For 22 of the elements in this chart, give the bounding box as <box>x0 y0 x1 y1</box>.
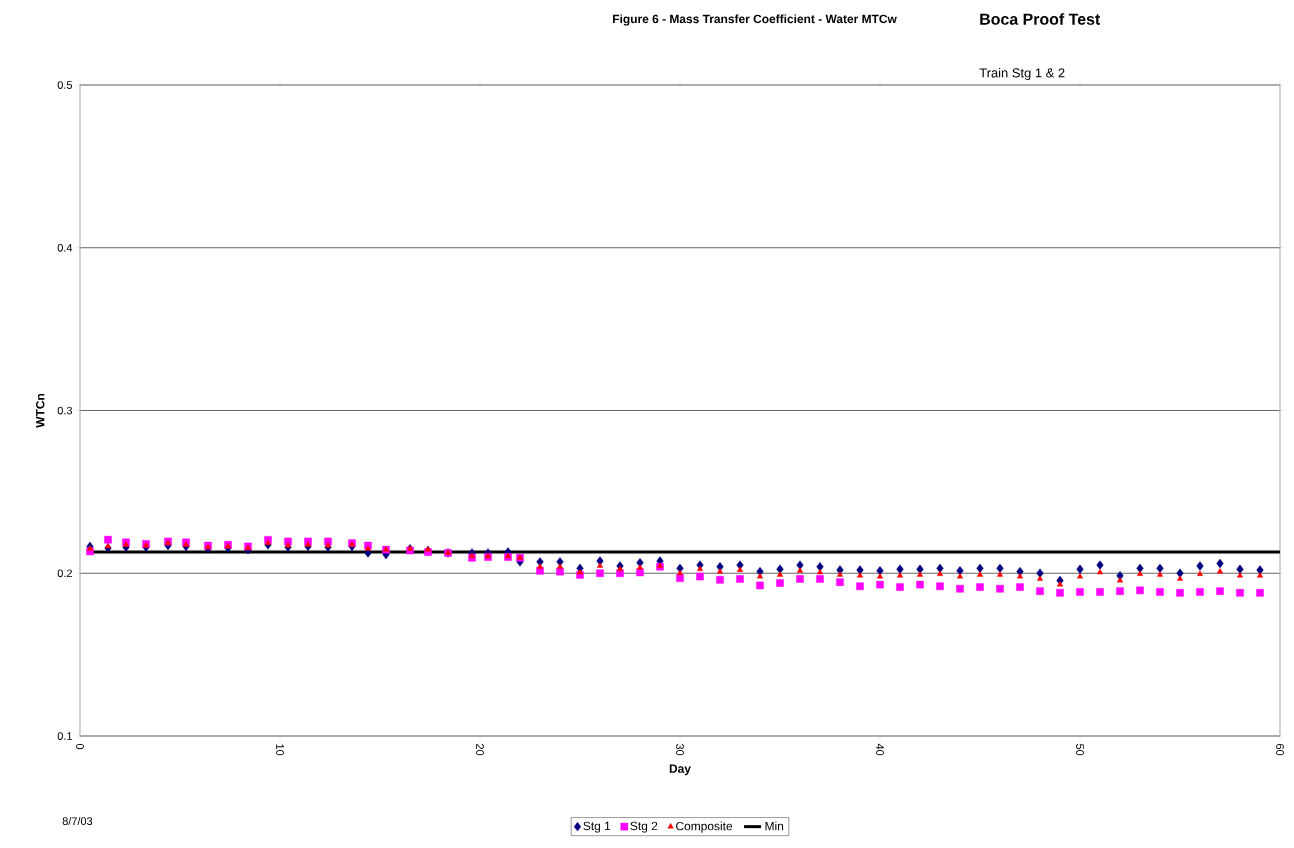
y-tick-label: 0.3 <box>57 406 73 415</box>
x-tick-label: 40 <box>876 743 884 756</box>
legend-label: Composite <box>676 821 733 833</box>
chart-title: Figure 6 - Mass Transfer Coefficient - Water MTCw <box>613 14 897 26</box>
legend-label: Stg 2 <box>630 821 658 833</box>
legend-label: Min <box>765 821 784 831</box>
text: Train Stg 1 & 2 <box>979 67 1065 81</box>
legend-label: Stg 1 <box>583 821 611 833</box>
text: Boca Proof Test <box>980 13 1101 25</box>
text: 8/7/03 <box>62 816 93 826</box>
x-axis-title: Day <box>669 764 691 776</box>
x-tick-label: 20 <box>476 744 484 756</box>
x-tick-label: 50 <box>1076 743 1084 756</box>
y-axis-title: WTCn <box>35 393 45 428</box>
x-tick-label: 0 <box>76 743 84 750</box>
x-tick-label: 30 <box>676 743 684 756</box>
y-tick-label: 0.5 <box>57 81 73 89</box>
y-tick-label: 0.1 <box>57 732 72 740</box>
y-tick-label: 0.4 <box>57 243 73 252</box>
x-tick-label: 60 <box>1276 744 1284 756</box>
x-tick-label: 10 <box>276 744 284 756</box>
y-tick-label: 0.2 <box>57 569 72 578</box>
